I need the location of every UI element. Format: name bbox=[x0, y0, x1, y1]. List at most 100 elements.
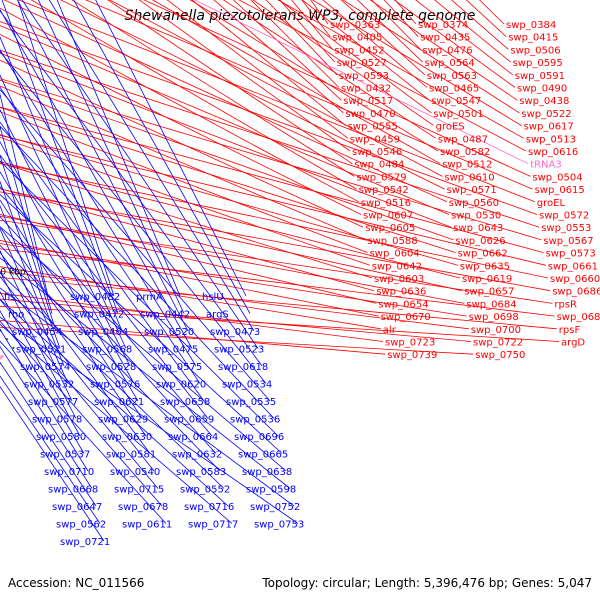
gene-label-forward: swp_0487 bbox=[438, 134, 488, 145]
leader-line bbox=[0, 326, 474, 355]
gene-label-forward: swp_0573 bbox=[546, 249, 596, 260]
gene-label-reverse: swp_0696 bbox=[234, 432, 284, 443]
gene-label-forward: swp_0567 bbox=[543, 236, 593, 247]
gene-label-reverse: swp_0664 bbox=[168, 432, 218, 443]
gene-label-reverse: swp_0520 bbox=[144, 327, 194, 338]
gene-label-reverse: rho bbox=[8, 310, 24, 321]
gene-label-reverse: swp_0523 bbox=[214, 345, 264, 356]
gene-label-forward: swp_0723 bbox=[385, 338, 435, 349]
gene-label-reverse: swp_0536 bbox=[230, 415, 280, 426]
gene-label-forward: swp_0642 bbox=[372, 261, 422, 272]
leader-line bbox=[0, 191, 551, 292]
leader-line bbox=[0, 299, 159, 489]
leader-line bbox=[0, 188, 375, 292]
leader-line bbox=[0, 385, 105, 542]
gene-label-forward: rpsF bbox=[559, 325, 581, 336]
leader-line bbox=[0, 154, 209, 419]
gene-label-forward: swp_0506 bbox=[510, 45, 560, 56]
gene-label-forward: swp_0504 bbox=[532, 172, 582, 183]
gene-label-reverse: swp_0716 bbox=[184, 502, 234, 513]
leader-line bbox=[0, 79, 454, 241]
leader-line bbox=[0, 226, 287, 472]
gene-label-forward: tRNA3 bbox=[530, 160, 562, 171]
gene-label-reverse: swp_0532 bbox=[24, 380, 74, 391]
leader-line bbox=[48, 0, 255, 332]
leader-line bbox=[0, 161, 461, 279]
leader-line bbox=[0, 270, 77, 419]
gene-label-forward: swp_0588 bbox=[367, 236, 417, 247]
leader-line bbox=[193, 0, 529, 165]
leader-line bbox=[0, 292, 384, 342]
gene-label-reverse: swp_0454 bbox=[12, 327, 62, 338]
gene-label-forward: swp_0626 bbox=[455, 236, 505, 247]
gene-label-forward: swp_0615 bbox=[535, 185, 585, 196]
gene-label-forward: swp_0605 bbox=[365, 223, 415, 234]
leader-line bbox=[95, 0, 247, 297]
gene-label-forward: swp_0616 bbox=[528, 147, 578, 158]
leader-line bbox=[0, 319, 386, 355]
leader-line bbox=[0, 249, 73, 402]
leader-line bbox=[0, 361, 97, 507]
leader-line bbox=[0, 111, 368, 253]
leader-line bbox=[213, 0, 344, 114]
gene-label-reverse: swp_0715 bbox=[114, 485, 164, 496]
gene-label-reverse: swp_0647 bbox=[52, 502, 102, 513]
gene-label-reverse: swp_0598 bbox=[246, 485, 296, 496]
gene-label-forward: swp_0593 bbox=[339, 71, 389, 82]
gene-label-reverse: prmA bbox=[136, 292, 163, 303]
gene-label-reverse: fis bbox=[4, 292, 16, 303]
leader-line bbox=[0, 74, 127, 349]
leader-line bbox=[109, 0, 443, 177]
gene-label-reverse: swp_0581 bbox=[106, 450, 156, 461]
gene-label-forward: swp_0438 bbox=[519, 96, 569, 107]
gene-label-reverse: swp_0578 bbox=[32, 415, 82, 426]
leader-line bbox=[0, 106, 544, 253]
leader-line bbox=[0, 160, 279, 437]
gene-label-forward: swp_0607 bbox=[363, 211, 413, 222]
leader-line bbox=[278, 0, 432, 114]
gene-label-reverse: swp_0472 bbox=[74, 310, 124, 321]
leader-line bbox=[0, 375, 101, 524]
gene-label-forward: swp_0490 bbox=[517, 84, 567, 95]
leader-line bbox=[0, 199, 143, 419]
gene-label-forward: swp_0517 bbox=[343, 96, 393, 107]
leader-line bbox=[0, 251, 151, 454]
cog-bar-inner bbox=[0, 354, 5, 360]
gene-label-forward: swp_0512 bbox=[442, 160, 492, 171]
kbp-tick-label: 800 kbp bbox=[0, 267, 26, 277]
leader-line bbox=[0, 85, 366, 241]
gene-label-forward: alr bbox=[383, 325, 397, 336]
leader-line bbox=[107, 0, 353, 165]
gene-label-forward: argD bbox=[561, 338, 585, 349]
gene-label-reverse: swp_0621 bbox=[94, 397, 144, 408]
leader-line bbox=[0, 7, 359, 203]
gene-label-reverse: swp_0721 bbox=[60, 537, 110, 548]
gene-label-forward: swp_0432 bbox=[341, 84, 391, 95]
leader-line bbox=[85, 0, 533, 190]
gene-label-forward: swp_0662 bbox=[458, 249, 508, 260]
leader-line bbox=[0, 275, 155, 472]
leader-line bbox=[0, 226, 147, 437]
leader-line bbox=[0, 257, 291, 489]
leader-line bbox=[0, 340, 167, 524]
leader-line bbox=[37, 0, 185, 314]
gene-label-forward: swp_0476 bbox=[422, 45, 472, 56]
leader-line bbox=[17, 0, 535, 203]
gene-label-reverse: swp_0620 bbox=[156, 380, 206, 391]
leader-line bbox=[238, 0, 527, 152]
gene-label-forward: swp_0530 bbox=[451, 211, 501, 222]
gene-label-forward: swp_0604 bbox=[370, 249, 420, 260]
gene-label-reverse: swp_0630 bbox=[102, 432, 152, 443]
leader-line bbox=[138, 0, 351, 152]
gene-label-reverse: hslU bbox=[202, 292, 224, 303]
leader-line bbox=[21, 0, 259, 349]
gene-label-reverse: swp_0562 bbox=[56, 520, 106, 531]
leader-line bbox=[0, 219, 553, 304]
gene-label-reverse: swp_0658 bbox=[160, 397, 210, 408]
leader-line bbox=[252, 0, 434, 126]
leader-line bbox=[0, 193, 283, 454]
leader-line bbox=[0, 25, 450, 215]
genome-rings bbox=[0, 328, 16, 360]
gene-label-reverse: swp_0540 bbox=[110, 467, 160, 478]
leader-line bbox=[191, 0, 346, 126]
